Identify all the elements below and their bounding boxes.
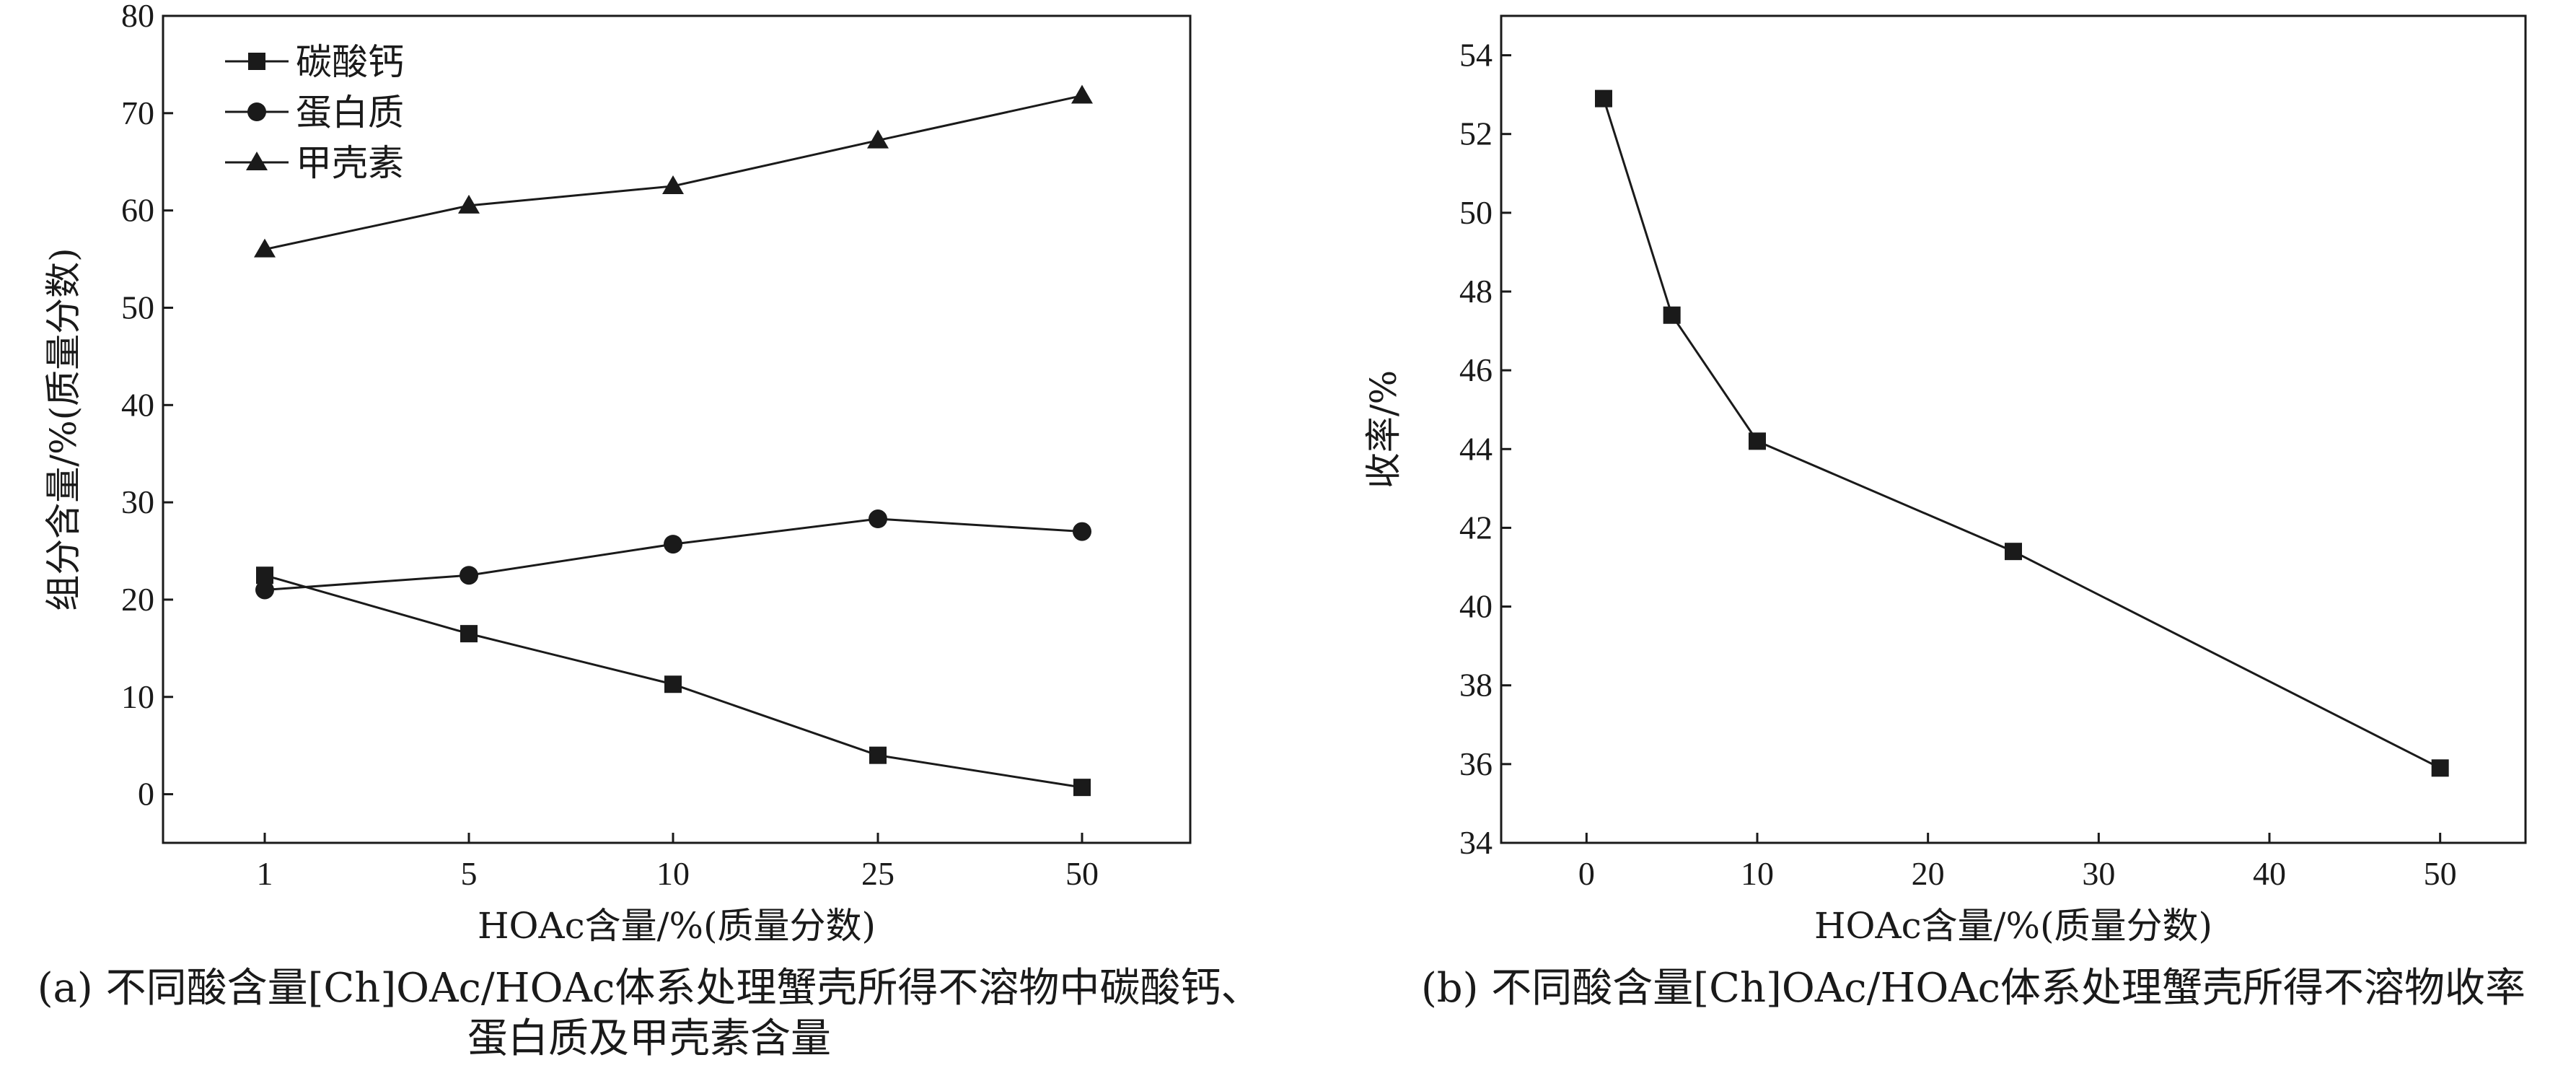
a-series-2-point [664, 535, 682, 554]
a-y-tick-label: 60 [121, 192, 154, 229]
a-series-3-point [1071, 84, 1093, 104]
a-y-tick-label: 0 [138, 776, 154, 813]
a-series-3-point [867, 129, 889, 149]
b-y-tick-label: 48 [1459, 273, 1493, 310]
b-y-tick-label: 34 [1459, 824, 1493, 861]
b-y-tick-label: 36 [1459, 745, 1493, 782]
a-x-tick-label: 1 [257, 855, 273, 892]
a-legend-label: 蛋白质 [296, 92, 404, 134]
b-y-tick-label: 38 [1459, 667, 1493, 704]
a-y-tick-label: 50 [121, 289, 154, 325]
b-x-tick-label: 50 [2424, 855, 2457, 892]
a-series-2-point [869, 509, 887, 529]
panel-a-plot-frame [162, 14, 1192, 844]
b-x-tick-label: 20 [1912, 855, 1945, 892]
panel-b-caption: (b) 不同酸含量[Ch]OAc/HOAc体系处理蟹壳所得不溶物收率 [1371, 963, 2576, 1014]
b-y-tick-label: 46 [1459, 351, 1493, 388]
panel-a-x-axis-label: HOAc含量/%(质量分数) [478, 905, 876, 947]
a-series-2-point [460, 566, 478, 585]
panel-a-caption: (a) 不同酸含量[Ch]OAc/HOAc体系处理蟹壳所得不溶物中碳酸钙、 蛋白… [0, 963, 1298, 1064]
b-y-tick-label: 40 [1459, 588, 1493, 625]
a-x-tick-label: 5 [461, 855, 478, 892]
a-y-tick-label: 80 [121, 0, 154, 34]
b-y-tick-label: 50 [1459, 194, 1493, 231]
panel-a-series [254, 84, 1093, 797]
panel-b-y-axis-label: 收率/% [1363, 370, 1405, 489]
a-legend-marker [246, 152, 268, 170]
a-x-tick-label: 50 [1065, 855, 1099, 892]
b-series-point [1663, 306, 1681, 324]
a-legend-marker [247, 102, 266, 121]
a-series-2-point [255, 580, 274, 600]
a-series-2-point [1073, 522, 1091, 541]
panel-b-plot-frame [1500, 14, 2527, 844]
panel-a-caption-line-1: (a) 不同酸含量[Ch]OAc/HOAc体系处理蟹壳所得不溶物中碳酸钙、 [37, 965, 1262, 1012]
b-series-line [1602, 98, 2441, 769]
panel-a-caption-line-2: 蛋白质及甲壳素含量 [467, 1015, 831, 1062]
a-x-tick-label: 25 [861, 855, 894, 892]
panel-b-x-ticks: 0 10 20 30 40 50 [1578, 833, 2457, 892]
a-series-3-point [662, 175, 684, 194]
a-legend-marker [248, 53, 265, 70]
panel-a-y-ticks: 0 10 20 30 40 50 60 70 80 [121, 0, 173, 813]
a-series-3-point [458, 194, 480, 214]
panel-b-chart: 34 36 38 40 42 44 46 48 50 52 54 0 10 20 30 40 50 HOAc含… [1363, 14, 2527, 947]
b-y-tick-label: 42 [1459, 509, 1493, 546]
b-x-tick-label: 10 [1741, 855, 1774, 892]
a-series-1-point [664, 675, 682, 693]
b-x-tick-label: 30 [2082, 855, 2115, 892]
a-series-1-point [460, 625, 478, 643]
a-y-tick-label: 10 [121, 678, 154, 715]
a-series-1-point [869, 746, 887, 764]
b-x-tick-label: 0 [1578, 855, 1595, 892]
b-y-tick-label: 54 [1459, 37, 1493, 74]
a-series-3-point [254, 238, 276, 258]
a-series-line-2 [264, 517, 1083, 591]
a-y-tick-label: 40 [121, 386, 154, 423]
b-series-point [2005, 543, 2022, 561]
a-y-tick-label: 70 [121, 95, 154, 131]
panel-b-y-ticks: 34 36 38 40 42 44 46 48 50 52 54 [1459, 37, 1511, 861]
a-x-tick-label: 10 [656, 855, 690, 892]
b-y-tick-label: 44 [1459, 430, 1493, 467]
panel-b-caption-line-1: (b) 不同酸含量[Ch]OAc/HOAc体系处理蟹壳所得不溶物收率 [1420, 965, 2526, 1012]
panel-b-series [1595, 89, 2449, 777]
b-series-point [1749, 432, 1766, 450]
panel-a-x-ticks: 1 5 10 25 50 [257, 833, 1099, 892]
b-series-point [2431, 759, 2449, 777]
b-series-point [1595, 89, 1612, 108]
a-legend-label: 甲壳素 [296, 142, 404, 184]
b-y-tick-label: 52 [1459, 115, 1493, 152]
panel-b-x-axis-label: HOAc含量/%(质量分数) [1814, 905, 2212, 947]
b-x-tick-label: 40 [2253, 855, 2286, 892]
a-series-1-point [1073, 779, 1091, 797]
panel-a-y-axis-label: 组分含量/%(质量分数) [43, 248, 84, 610]
a-legend-label: 碳酸钙 [296, 41, 404, 83]
a-y-tick-label: 30 [121, 483, 154, 520]
a-y-tick-label: 20 [121, 581, 154, 618]
